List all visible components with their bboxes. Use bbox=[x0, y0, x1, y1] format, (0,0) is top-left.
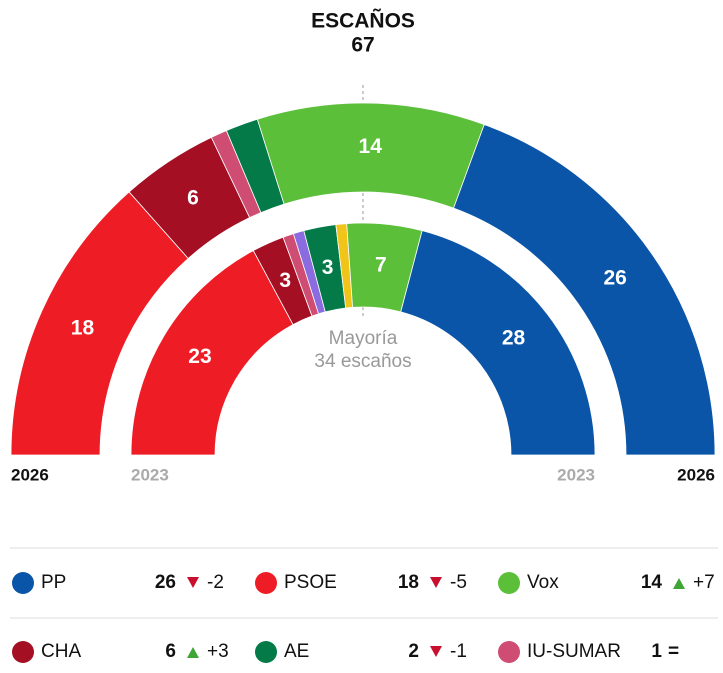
change-arrow bbox=[430, 646, 442, 657]
change-arrow bbox=[187, 647, 199, 658]
chart-subtitle: 67 bbox=[351, 34, 374, 57]
change-arrow bbox=[673, 578, 685, 589]
legend-seats: 6 bbox=[165, 641, 176, 662]
seat-label: 28 bbox=[502, 327, 526, 350]
change-arrow bbox=[430, 577, 442, 588]
seat-label: 23 bbox=[188, 345, 211, 368]
legend-seats: 14 bbox=[641, 572, 663, 593]
seat-label: 3 bbox=[279, 269, 291, 292]
ring-label: 2023 bbox=[557, 465, 595, 484]
majority-label: Mayoría bbox=[329, 328, 398, 349]
legend-dot bbox=[255, 641, 277, 663]
legend-change: +3 bbox=[207, 641, 229, 662]
seat-label: 14 bbox=[359, 135, 383, 158]
legend-change: -1 bbox=[450, 641, 467, 662]
legend-seats: 18 bbox=[398, 572, 419, 593]
seat-label: 3 bbox=[322, 256, 334, 279]
ring-label: 2026 bbox=[11, 465, 49, 484]
legend-change: +7 bbox=[693, 572, 715, 593]
legend-change: = bbox=[668, 641, 679, 662]
legend-name: Vox bbox=[527, 572, 559, 593]
chart-title: ESCAÑOS bbox=[311, 10, 415, 33]
legend-change: -5 bbox=[450, 572, 467, 593]
legend-dot bbox=[498, 641, 520, 663]
legend-change: -2 bbox=[207, 572, 224, 593]
seat-segment bbox=[400, 230, 596, 456]
legend-name: AE bbox=[284, 641, 309, 662]
legend-seats: 1 bbox=[651, 641, 662, 662]
ring-label: 2026 bbox=[677, 465, 715, 484]
legend-name: CHA bbox=[41, 641, 81, 662]
majority-label: 34 escaños bbox=[314, 351, 411, 372]
seat-label: 6 bbox=[187, 186, 199, 209]
legend-dot bbox=[498, 572, 520, 594]
legend-seats: 2 bbox=[408, 641, 419, 662]
legend-name: PP bbox=[41, 572, 66, 593]
legend-name: IU-SUMAR bbox=[527, 641, 621, 662]
seat-label: 7 bbox=[375, 253, 387, 276]
legend-seats: 26 bbox=[155, 572, 176, 593]
ring-label: 2023 bbox=[131, 465, 169, 484]
seat-label: 26 bbox=[603, 267, 626, 290]
seat-label: 18 bbox=[71, 317, 95, 340]
seat-segment bbox=[453, 124, 716, 456]
legend-name: PSOE bbox=[284, 572, 337, 593]
legend-dot bbox=[12, 572, 34, 594]
legend-dot bbox=[12, 641, 34, 663]
legend-dot bbox=[255, 572, 277, 594]
change-arrow bbox=[187, 577, 199, 588]
